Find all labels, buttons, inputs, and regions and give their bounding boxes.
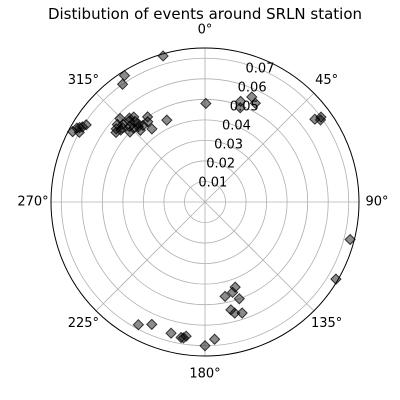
- data-point: [128, 111, 140, 123]
- radial-tick-label: 0.05: [230, 100, 259, 115]
- radial-tick-labels: 0.01 0.02 0.03 0.04 0.05 0.06 0.07: [198, 62, 274, 191]
- radial-tick-label: 0.06: [238, 81, 267, 96]
- data-point: [76, 121, 89, 133]
- data-point: [146, 318, 158, 331]
- data-point: [146, 123, 158, 135]
- data-point: [234, 102, 246, 114]
- data-point: [177, 332, 190, 344]
- data-point: [219, 290, 231, 303]
- chart-title: Distibution of events around SRLN statio…: [48, 5, 362, 23]
- data-point: [73, 121, 86, 134]
- angular-gridline-315: [95, 92, 206, 203]
- data-point: [118, 69, 131, 82]
- theta-tick-label: 90°: [365, 195, 388, 210]
- data-point: [165, 327, 177, 339]
- data-point: [161, 114, 173, 126]
- data-point: [315, 111, 327, 123]
- radial-tick-label: 0.01: [198, 176, 227, 191]
- theta-tick-label: 270°: [17, 195, 48, 210]
- radial-tick-label: 0.04: [222, 119, 251, 134]
- data-point: [80, 119, 92, 131]
- theta-tick-label: 135°: [311, 316, 342, 331]
- data-point: [229, 281, 241, 293]
- grid-layer: [51, 48, 359, 356]
- data-point: [344, 233, 356, 246]
- data-point: [234, 95, 247, 108]
- theta-tick-label: 0°: [198, 23, 213, 38]
- data-point: [199, 340, 211, 352]
- data-point: [200, 97, 212, 110]
- data-point: [314, 114, 327, 126]
- data-point: [114, 112, 126, 125]
- theta-tick-label: 45°: [315, 73, 338, 88]
- data-point: [134, 124, 147, 136]
- data-point: [225, 304, 237, 316]
- data-point: [233, 293, 245, 305]
- data-point: [141, 111, 154, 123]
- data-point: [175, 331, 187, 344]
- data-point: [249, 97, 262, 109]
- theta-tick-label: 180°: [189, 367, 220, 382]
- angular-gridline-225: [95, 201, 206, 312]
- data-point: [236, 307, 248, 319]
- data-point: [208, 333, 221, 345]
- data-point: [116, 78, 129, 90]
- polar-frame: [50, 47, 360, 357]
- theta-tick-label: 315°: [68, 73, 99, 88]
- data-points: [66, 50, 356, 352]
- radial-tick-label: 0.07: [246, 62, 275, 77]
- data-point: [229, 307, 241, 319]
- data-point: [226, 286, 239, 299]
- radial-tick-label: 0.03: [214, 138, 243, 153]
- angular-gridline-135: [204, 201, 315, 312]
- radial-tick-label: 0.02: [206, 157, 235, 172]
- theta-tick-labels: 0° 45° 90° 135° 180° 225° 270° 315°: [17, 23, 388, 382]
- theta-tick-label: 225°: [68, 316, 99, 331]
- angular-gridline-45: [204, 92, 315, 203]
- data-point: [132, 318, 145, 331]
- data-point: [137, 119, 149, 132]
